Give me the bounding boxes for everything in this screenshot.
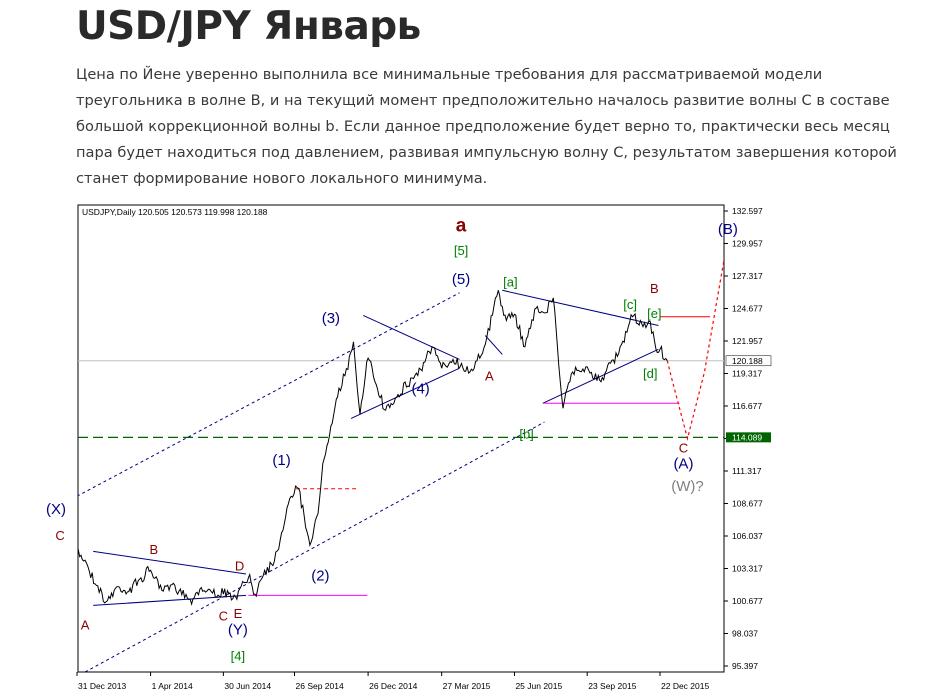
wave-label: C (679, 440, 688, 455)
chart-header: USDJPY,Daily 120.505 120.573 119.998 120… (82, 207, 268, 217)
x-tick-label: 26 Sep 2014 (296, 681, 344, 691)
x-tick-label: 27 Mar 2015 (443, 681, 491, 691)
page-title: USD/JPY Январь (76, 4, 421, 49)
markup-line (93, 550, 247, 575)
markup-line (362, 314, 460, 360)
support-badge-label: 114.089 (732, 432, 762, 442)
wave-label: (2) (311, 567, 329, 584)
x-tick-label: 23 Sep 2015 (588, 681, 636, 691)
wave-label: B (650, 281, 659, 296)
price-series (78, 290, 668, 606)
wave-label: [c] (623, 297, 637, 312)
wave-label: E (234, 606, 243, 621)
wave-label: [e] (647, 306, 661, 321)
markup-line (78, 292, 460, 497)
y-tick-label: 124.677 (732, 304, 763, 314)
y-tick-label: 116.677 (732, 401, 762, 411)
markup-line (542, 348, 659, 404)
y-tick-label: 100.677 (732, 596, 763, 606)
price-line (78, 290, 668, 606)
markup-line (350, 367, 460, 419)
y-tick-label: 127.317 (732, 271, 763, 281)
plot-frame (77, 204, 725, 673)
article-paragraph: Цена по Йене уверенно выполнила все мини… (76, 66, 897, 187)
y-tick-label: 129.957 (732, 239, 763, 249)
wave-label: B (149, 542, 158, 557)
wave-label: C (219, 608, 228, 623)
wave-label: (X) (46, 501, 66, 518)
y-tick-label: 95.397 (732, 661, 758, 671)
wave-labels: a[5](5) [a][c]B[e][d]A[b]C(A)(W)?(B)(3)(4… (46, 215, 738, 663)
y-tick-label: 132.597 (732, 206, 763, 216)
markup-line (666, 256, 724, 441)
markup-line (502, 289, 659, 326)
markup-line (484, 335, 503, 355)
wave-label: [b] (519, 426, 533, 441)
y-tick-label: 98.037 (732, 629, 758, 639)
wave-label: D (235, 558, 244, 573)
wave-label: C (55, 528, 64, 543)
wave-label: (W)? (671, 478, 704, 495)
wave-label: A (81, 617, 90, 632)
y-tick-label: 119.317 (732, 369, 762, 379)
last-price-badge-label: 120.188 (732, 356, 763, 366)
markup-lines (78, 256, 724, 672)
wave-label: [5] (454, 243, 468, 258)
wave-label: (B) (718, 221, 738, 238)
wave-label: (4) (411, 380, 429, 397)
wave-label: [a] (503, 275, 517, 290)
last-price-badge (725, 355, 772, 367)
x-tick-label: 25 Jun 2015 (515, 681, 562, 691)
y-tick-label: 108.677 (732, 499, 763, 509)
support-badge (726, 432, 771, 443)
x-tick-label: 1 Apr 2014 (152, 681, 193, 691)
wave-label: A (485, 369, 494, 384)
x-tick-label: 26 Dec 2014 (369, 681, 417, 691)
wave-label: (Y) (228, 621, 248, 638)
wave-label: [d] (643, 366, 657, 381)
x-tick-label: 31 Dec 2013 (78, 681, 126, 691)
wave-label: (1) (272, 452, 290, 469)
wave-label: (3) (322, 310, 340, 327)
x-tick-label: 30 Jun 2014 (224, 681, 271, 691)
y-tick-label: 111.317 (732, 466, 762, 476)
wave-label: [4] (231, 649, 245, 664)
y-tick-label: 106.037 (732, 531, 763, 541)
wave-label: (5) (452, 271, 470, 288)
x-tick-label: 22 Dec 2015 (661, 681, 709, 691)
y-tick-label: 121.957 (732, 336, 763, 346)
wave-label: (A) (673, 456, 693, 473)
y-tick-label: 103.317 (732, 564, 763, 574)
wave-label: a (456, 215, 467, 236)
axes: 132.597 129.957 127.317 124.677 121.957 119.3… (76, 206, 772, 691)
